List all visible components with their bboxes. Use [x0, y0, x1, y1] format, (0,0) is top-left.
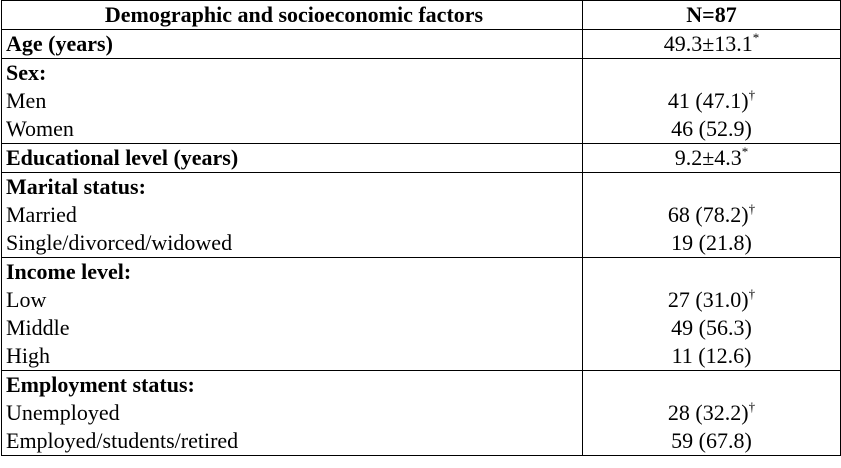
table-row: Age (years) 49.3±13.1*: [1, 29, 841, 59]
row-label: Single/divorced/widowed: [1, 229, 583, 258]
table-row: Women 46 (52.9): [1, 115, 841, 144]
value: 68 (78.2): [667, 202, 749, 227]
value: 9.2±4.3: [674, 145, 742, 170]
row-label: Low: [1, 286, 583, 314]
table-row: Educational level (years) 9.2±4.3*: [1, 143, 841, 173]
value: 27 (31.0): [667, 287, 749, 312]
table-row: Men 41 (47.1)†: [1, 87, 841, 115]
value: 49 (56.3): [671, 315, 752, 340]
footnote-mark: *: [752, 30, 760, 45]
value: 28 (32.2): [667, 400, 749, 425]
header-cell: N=87: [582, 0, 841, 30]
footnote-mark: †: [748, 399, 756, 414]
value-cell: 28 (32.2)†: [582, 399, 841, 427]
section-label: Employment status:: [1, 370, 583, 399]
table-row: Employed/students/retired 59 (67.8): [1, 427, 841, 456]
table-row: Single/divorced/widowed 19 (21.8): [1, 229, 841, 258]
demographics-table: Demographic and socioeconomic factors N=8…: [1, 0, 841, 456]
table-row: Marital status:: [1, 172, 841, 201]
value-cell: 9.2±4.3*: [582, 143, 841, 173]
row-label: Men: [1, 87, 583, 115]
value-cell: 11 (12.6): [582, 342, 841, 371]
table-row: High 11 (12.6): [1, 342, 841, 371]
table-row: Employment status:: [1, 370, 841, 399]
value: 41 (47.1): [667, 88, 749, 113]
table-row: Demographic and socioeconomic factors N=8…: [1, 0, 841, 30]
footnote-mark: *: [741, 144, 749, 159]
section-label: Educational level (years): [1, 143, 583, 173]
value-cell: [582, 370, 841, 399]
section-label: Income level:: [1, 257, 583, 286]
table-row: Low 27 (31.0)†: [1, 286, 841, 314]
table-row: Income level:: [1, 257, 841, 286]
value-cell: 68 (78.2)†: [582, 201, 841, 229]
value-cell: 41 (47.1)†: [582, 87, 841, 115]
value: 19 (21.8): [671, 230, 752, 255]
value-cell: 59 (67.8): [582, 427, 841, 456]
value-cell: 49.3±13.1*: [582, 29, 841, 59]
header-cell: Demographic and socioeconomic factors: [1, 0, 583, 30]
section-label: Age (years): [1, 29, 583, 59]
value: 46 (52.9): [671, 116, 752, 141]
row-label: Married: [1, 201, 583, 229]
row-label: Women: [1, 115, 583, 144]
footnote-mark: †: [748, 286, 756, 301]
row-label: Unemployed: [1, 399, 583, 427]
value-cell: [582, 172, 841, 201]
footnote-mark: †: [748, 201, 756, 216]
table-row: Married 68 (78.2)†: [1, 201, 841, 229]
section-label: Marital status:: [1, 172, 583, 201]
value: 59 (67.8): [671, 428, 752, 453]
table-body: Demographic and socioeconomic factors N=8…: [1, 0, 841, 456]
value: 11 (12.6): [671, 343, 752, 368]
row-label: Employed/students/retired: [1, 427, 583, 456]
table-row: Unemployed 28 (32.2)†: [1, 399, 841, 427]
value-cell: 27 (31.0)†: [582, 286, 841, 314]
section-label: Sex:: [1, 58, 583, 87]
table-row: Middle 49 (56.3): [1, 314, 841, 342]
value-cell: 19 (21.8): [582, 229, 841, 258]
row-label: Middle: [1, 314, 583, 342]
footnote-mark: †: [748, 87, 756, 102]
value-cell: 46 (52.9): [582, 115, 841, 144]
value: 49.3±13.1: [663, 31, 753, 56]
table-row: Sex:: [1, 58, 841, 87]
value-cell: [582, 257, 841, 286]
value-cell: [582, 58, 841, 87]
row-label: High: [1, 342, 583, 371]
value-cell: 49 (56.3): [582, 314, 841, 342]
